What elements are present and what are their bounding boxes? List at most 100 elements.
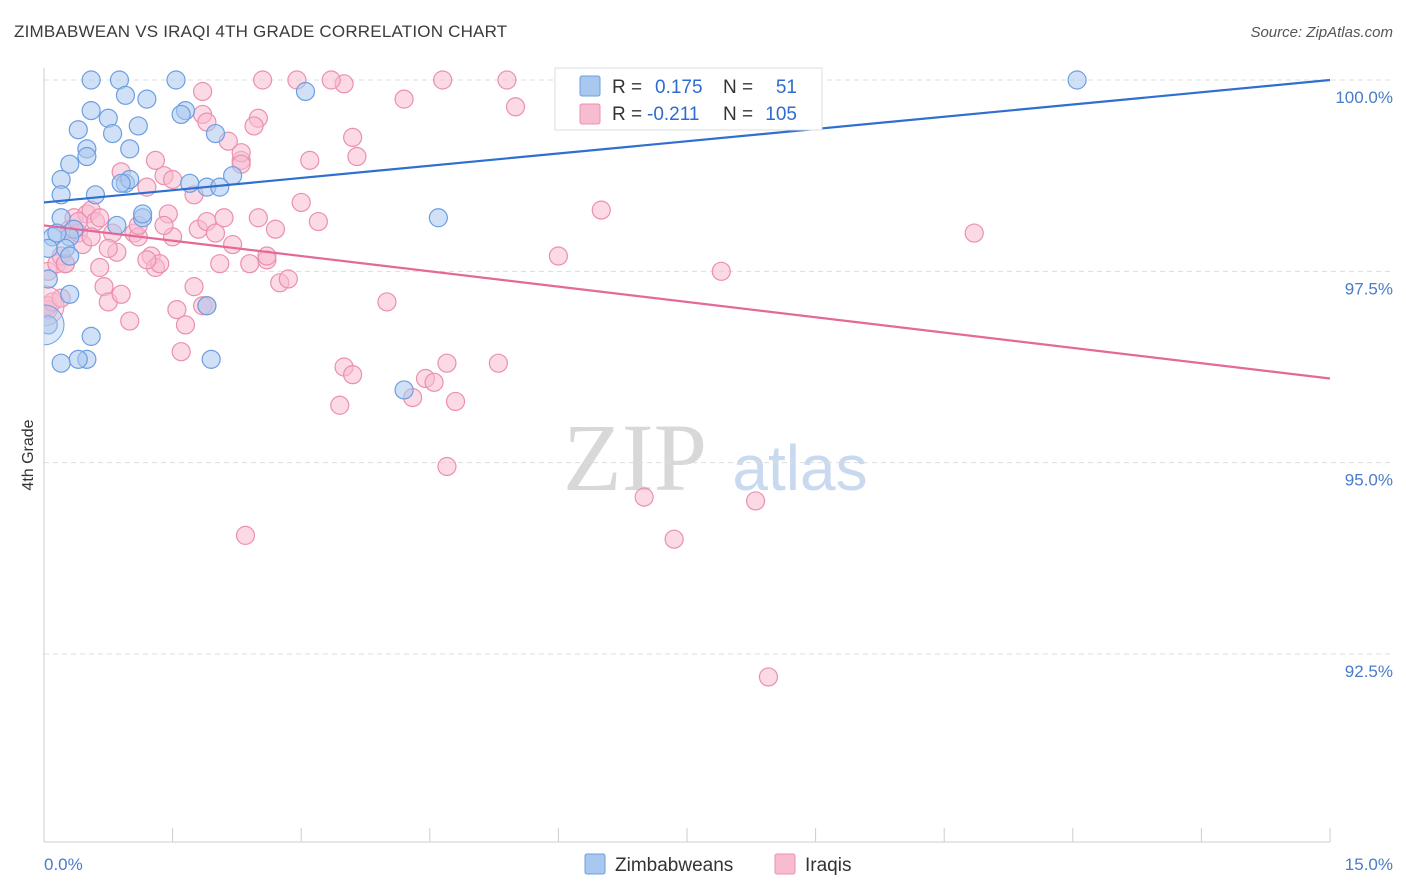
iraqi-point	[205, 223, 226, 243]
iraqi-point	[548, 246, 569, 266]
zimbabwean-point	[205, 123, 226, 144]
x-tick-label-min: 0.0%	[44, 855, 83, 874]
series-zimbabweans-points	[44, 70, 1087, 400]
iraqi-point	[321, 70, 341, 90]
iraqi-point	[497, 70, 517, 90]
iraqi-point	[90, 208, 110, 228]
zimbabwean-point	[68, 120, 88, 140]
watermark-zip: ZIP	[563, 404, 707, 511]
iraqi-point	[711, 261, 731, 281]
zimbabwean-point	[166, 70, 186, 90]
iraqi-point	[120, 311, 140, 331]
iraqi-point	[111, 284, 131, 304]
iraqi-point	[90, 257, 110, 278]
zimbabwean-point	[132, 204, 153, 224]
bottom-legend-swatch-zimbabweans	[584, 853, 606, 875]
y-tick-label: 97.5%	[1345, 279, 1393, 298]
iraqi-point	[223, 234, 243, 255]
iraqi-point	[291, 192, 311, 213]
iraqi-point	[248, 208, 268, 228]
legend-n-label-zimbabweans: N =	[723, 77, 753, 98]
legend-r-label-iraqis: R =	[612, 104, 642, 125]
y-tick-labels: 92.5% 95.0% 97.5% 100.0%	[1335, 88, 1393, 681]
iraqi-point	[964, 223, 984, 243]
iraqi-point	[184, 277, 204, 297]
iraqi-point	[758, 667, 779, 687]
iraqi-point	[634, 487, 654, 507]
iraqi-point	[214, 208, 234, 228]
iraqi-point	[445, 391, 466, 412]
zimbabwean-point	[102, 123, 123, 144]
iraqi-point	[257, 246, 277, 266]
iraqi-point	[433, 70, 453, 90]
zimbabwean-point	[137, 89, 157, 109]
iraqi-point	[171, 342, 191, 362]
legend-r-value-zimbabweans: 0.175	[655, 77, 703, 98]
zimbabwean-point	[128, 116, 148, 136]
zimbabwean-point	[1067, 70, 1087, 90]
zimbabwean-point	[81, 326, 101, 346]
zimbabwean-point	[171, 104, 191, 125]
zimbabwean-point	[115, 85, 136, 105]
iraqi-point	[330, 395, 350, 415]
iraqi-point	[437, 353, 457, 373]
zimbabwean-point	[428, 208, 448, 228]
iraqi-point	[394, 89, 414, 109]
iraqi-point	[167, 300, 187, 320]
legend-r-label-zimbabweans: R =	[612, 77, 642, 98]
iraqi-point	[745, 491, 766, 511]
zimbabwean-point	[85, 185, 106, 205]
iraqi-point	[347, 146, 367, 167]
zimbabwean-point	[60, 284, 80, 304]
chart-title: ZIMBABWEAN VS IRAQI 4TH GRADE CORRELATIO…	[14, 22, 508, 41]
y-axis-label: 4th Grade	[20, 419, 37, 490]
y-tick-label: 100.0%	[1335, 88, 1393, 107]
iraqi-point	[98, 238, 118, 258]
zimbabwean-point	[120, 139, 140, 159]
legend-n-value-zimbabweans: 51	[776, 77, 797, 98]
series-legend: Zimbabweans Iraqis	[584, 853, 851, 876]
zimbabwean-point	[111, 173, 131, 193]
zimbabwean-point	[44, 238, 58, 258]
iraqi-point	[377, 292, 397, 312]
iraqi-point	[137, 250, 157, 270]
iraqi-point	[278, 269, 298, 289]
zimbabwean-point	[107, 215, 127, 236]
iraqi-point	[163, 169, 183, 190]
iraqi-point	[437, 456, 457, 477]
zimbabwean-point	[60, 154, 80, 174]
zimbabwean-point	[201, 349, 221, 369]
bottom-legend-swatch-iraqis	[774, 853, 796, 875]
iraqi-point	[343, 365, 363, 385]
iraqi-point	[505, 97, 526, 117]
y-tick-label: 92.5%	[1345, 662, 1393, 681]
zimbabwean-point	[394, 380, 414, 400]
zimbabwean-point	[60, 246, 80, 266]
bottom-legend-label-zimbabweans: Zimbabweans	[615, 855, 733, 876]
iraqi-point	[235, 525, 256, 545]
iraqi-point	[145, 150, 166, 170]
iraqi-point	[210, 254, 230, 274]
trend-lines	[43, 78, 1331, 380]
iraqi-point	[175, 315, 196, 335]
iraqi-point	[193, 81, 213, 102]
iraqi-point	[244, 116, 264, 136]
legend-swatch-iraqis	[579, 103, 601, 125]
zimbabwean-point	[44, 315, 58, 335]
iraqi-point	[424, 372, 444, 392]
trend-line-iraqis	[43, 224, 1331, 380]
zimbabwean-point	[51, 353, 71, 373]
iraqi-point	[308, 211, 328, 232]
bottom-legend-label-iraqis: Iraqis	[805, 855, 851, 876]
iraqi-point	[343, 127, 363, 147]
zimbabwean-point-large	[44, 304, 65, 346]
iraqi-point	[240, 254, 260, 274]
zimbabwean-point	[44, 269, 58, 289]
iraqi-point	[154, 215, 174, 236]
iraqi-point	[300, 150, 320, 170]
zimbabwean-point	[81, 70, 101, 90]
legend-r-value-iraqis: -0.211	[647, 104, 699, 125]
iraqi-point	[664, 529, 684, 549]
trend-line-zimbabweans	[43, 78, 1331, 204]
